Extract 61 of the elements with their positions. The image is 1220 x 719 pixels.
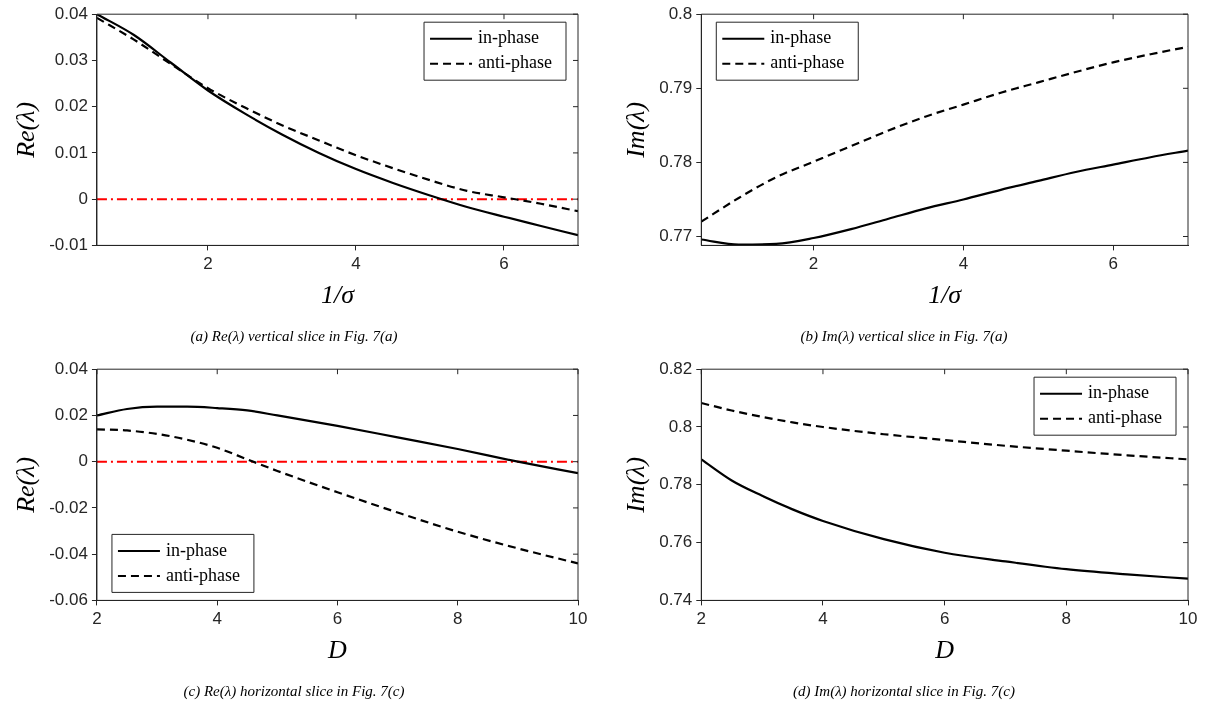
y-axis-title: Re(λ) <box>11 101 41 159</box>
legend-label: in-phase <box>478 27 540 48</box>
text: (b) Im(λ) vertical slice in Fig. 7(a) <box>800 327 1008 345</box>
x-axis-title: D <box>327 635 348 665</box>
line-series <box>701 401 1188 461</box>
y-tick-label: 0.78 <box>659 474 693 494</box>
y-tick-label: 0.04 <box>54 3 88 23</box>
y-tick-label: 0.74 <box>659 590 693 610</box>
y-tick-label: 0 <box>78 451 88 471</box>
text: (a) Re(λ) vertical slice in Fig. 7(a) <box>190 327 398 345</box>
x-tick-label: 6 <box>939 609 950 629</box>
line-series <box>701 458 1188 580</box>
y-tick-label: 0.76 <box>659 532 693 552</box>
y-tick-label: 0.78 <box>659 152 693 172</box>
line-series <box>96 428 578 565</box>
x-axis-title: 1/σ <box>928 280 963 310</box>
text: (c) Re(λ) horizontal slice in Fig. 7(c) <box>183 682 405 700</box>
x-tick-label: 2 <box>92 609 102 629</box>
x-tick-label: 2 <box>696 609 707 629</box>
x-tick-label: 8 <box>1061 609 1072 629</box>
y-tick-label: 0 <box>78 188 88 208</box>
y-tick-label: 0.77 <box>659 226 693 246</box>
y-tick-label: 0.01 <box>54 142 88 162</box>
x-tick-label: 6 <box>332 609 343 629</box>
y-tick-label: -0.01 <box>49 235 88 255</box>
legend-label: in-phase <box>770 27 832 48</box>
x-axis-title: 1/σ <box>320 280 356 310</box>
legend-label: anti-phase <box>165 564 240 585</box>
x-tick-label: 6 <box>499 254 509 274</box>
legend-label: anti-phase <box>770 52 845 73</box>
y-tick-label: 0.8 <box>668 3 693 23</box>
x-tick-label: 2 <box>808 254 819 274</box>
legend-label: anti-phase <box>478 52 553 73</box>
y-tick-label: 0.03 <box>54 50 88 70</box>
y-tick-label: -0.06 <box>49 590 88 610</box>
y-tick-label: 0.82 <box>659 358 693 378</box>
x-tick-label: 10 <box>1178 609 1198 629</box>
legend-label: in-phase <box>165 539 227 560</box>
y-tick-label: 0.02 <box>54 405 88 425</box>
x-tick-label: 4 <box>818 609 828 629</box>
y-axis-title: Im(λ) <box>621 456 651 514</box>
text: (d) Im(λ) horizontal slice in Fig. 7(c) <box>793 682 1015 700</box>
x-tick-label: 6 <box>1108 254 1118 274</box>
y-tick-label: 0.8 <box>668 416 693 436</box>
x-tick-label: 4 <box>351 254 361 274</box>
y-tick-label: -0.02 <box>49 497 88 517</box>
x-tick-label: 2 <box>203 254 213 274</box>
y-tick-label: 0.04 <box>54 358 88 378</box>
x-axis-title: D <box>934 635 955 665</box>
y-axis-title: Re(λ) <box>11 456 41 514</box>
y-tick-label: 0.79 <box>659 77 693 97</box>
y-axis-title: Im(λ) <box>621 101 651 159</box>
legend-label: anti-phase <box>1088 407 1163 428</box>
y-tick-label: 0.02 <box>54 96 88 116</box>
x-tick-label: 10 <box>568 609 588 629</box>
legend-label: in-phase <box>1088 382 1150 403</box>
line-series <box>96 405 578 475</box>
x-tick-label: 4 <box>212 609 222 629</box>
x-tick-label: 4 <box>958 254 969 274</box>
x-tick-label: 8 <box>453 609 463 629</box>
y-tick-label: -0.04 <box>49 543 88 563</box>
